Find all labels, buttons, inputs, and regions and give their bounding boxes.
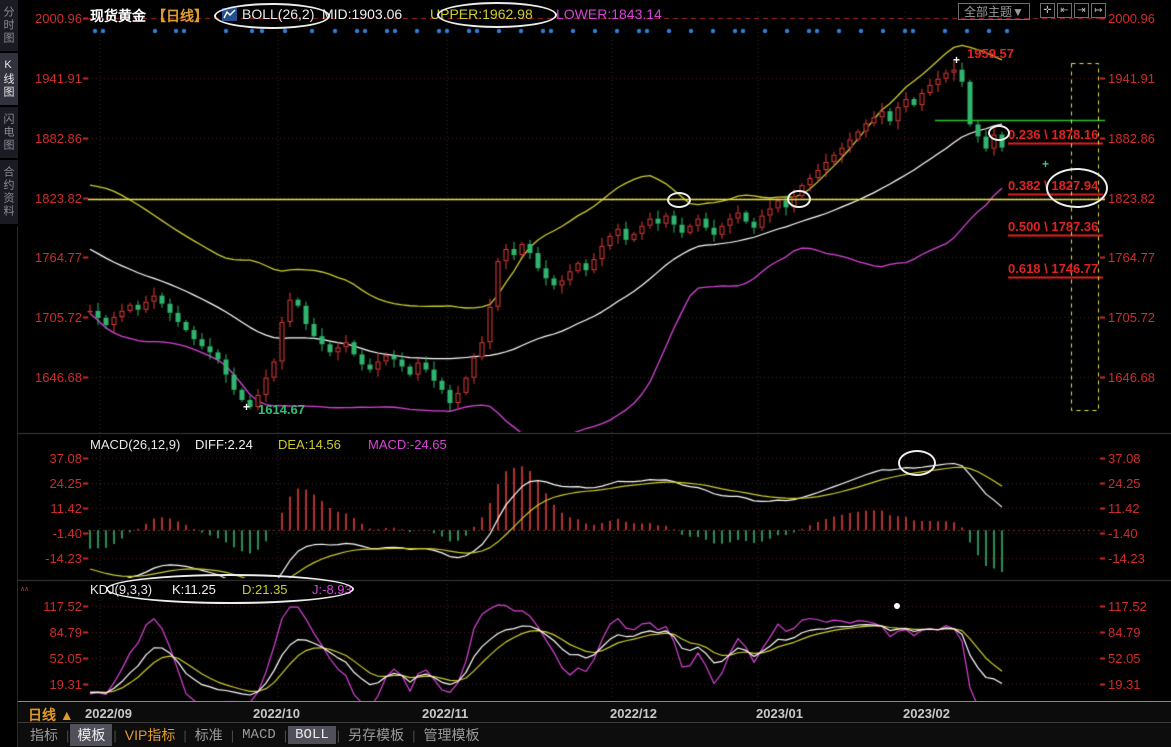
macd-dea-value: DEA:14.56 (278, 437, 341, 452)
chart-type-sidebar: 分时图 K线图 闪电图 合约资料 (0, 0, 18, 747)
kdj-d-value: D:21.35 (242, 582, 288, 597)
low-price-label: 1614.67 (258, 402, 305, 417)
sidebar-item-contract-info[interactable]: 合约资料 (0, 160, 18, 226)
price-cross-marker: + (243, 400, 251, 414)
macd-y-axis-label-right: 11.42 (1108, 501, 1140, 516)
kdj-y-axis-label-right: 84.79 (1108, 624, 1141, 640)
high-price-label: 1959.57 (967, 46, 1014, 61)
pan-right-icon[interactable]: ↦ (1091, 3, 1106, 18)
macd-title: MACD(26,12,9) (90, 437, 181, 452)
tab-divider: | (283, 727, 288, 743)
macd-y-axis-label-left: 37.08 (49, 451, 82, 466)
macd-y-axis-label-right: -14.23 (1108, 551, 1145, 566)
main-y-axis-label-left: 1646.68 (35, 370, 82, 385)
main-y-axis-label-right: 1705.72 (1108, 310, 1155, 326)
macd-diff-value: DIFF:2.24 (195, 437, 253, 452)
kdj-collapse-icon[interactable]: ∧∧ (20, 586, 29, 593)
symbol-name: 现货黄金 (90, 8, 146, 24)
main-y-axis-label-right: 2000.96 (1108, 11, 1155, 26)
expand-kline-icon[interactable]: ⇥ (1074, 3, 1089, 18)
tab-管理模板[interactable]: 管理模板 (423, 727, 480, 743)
sidebar-item-timeshare[interactable]: 分时图 (0, 0, 18, 53)
kdj-y-axis-label-left: 84.79 (49, 624, 82, 640)
fib-level-label: 0.236 \ 1878.16 (1008, 127, 1099, 143)
tab-BOLL[interactable]: BOLL (288, 726, 336, 744)
main-y-axis-label-right: 1764.77 (1108, 250, 1155, 266)
tab-divider: | (66, 727, 70, 743)
macd-y-axis-label-right: -1.40 (1108, 525, 1138, 541)
tab-另存模板[interactable]: 另存模板 (348, 727, 405, 743)
main-y-axis-label-left: 1705.72 (35, 310, 82, 326)
macd-y-axis-label-left: 11.42 (50, 501, 82, 516)
x-axis-date-label: 2022/10 (253, 706, 300, 721)
tab-指标[interactable]: 指标 (30, 727, 58, 743)
tab-divider: | (183, 727, 187, 743)
kdj-j-value: J:-8.93 (312, 582, 352, 597)
sidebar-item-kline[interactable]: K线图 (0, 53, 18, 107)
tab-标准[interactable]: 标准 (194, 727, 223, 743)
crosshair-icon[interactable]: ✛ (1040, 3, 1055, 18)
indicator-title: BOLL(26,2) (242, 6, 315, 22)
main-y-axis-label-right: 1646.68 (1108, 370, 1155, 385)
kdj-y-axis-label-right: 19.31 (1108, 677, 1141, 692)
main-y-axis-label-right: 1941.91 (1108, 70, 1155, 86)
sidebar-item-lightning[interactable]: 闪电图 (0, 107, 18, 160)
main-y-axis-label-right: 1823.82 (1108, 190, 1155, 206)
x-axis-date-label: 2022/11 (422, 706, 469, 721)
main-y-axis-label-left: 1882.86 (35, 130, 82, 146)
main-y-axis-label-left: 1764.77 (35, 250, 82, 266)
macd-y-axis-label-right: 24.25 (1108, 476, 1141, 491)
kdj-y-axis-label-left: 117.52 (43, 599, 82, 614)
price-cross-marker: + (953, 53, 961, 67)
kdj-y-axis-label-left: 19.31 (49, 677, 82, 692)
x-axis-date-label: 2022/12 (610, 706, 657, 721)
kdj-y-axis-label-right: 117.52 (1108, 599, 1147, 614)
x-axis-date-label: 2022/09 (85, 706, 132, 721)
boll-mid-value: MID:1903.06 (322, 6, 403, 22)
fib-level-label: 0.500 \ 1787.36 (1008, 219, 1099, 235)
theme-select-button[interactable]: 全部主题▼ (958, 3, 1030, 20)
tab-divider: | (113, 727, 117, 743)
tab-divider: | (230, 727, 235, 743)
main-y-axis-label-left: 1941.91 (35, 70, 82, 86)
tab-模板[interactable]: 模板 (70, 724, 113, 746)
boll-upper-value: UPPER:1962.98 (430, 6, 533, 22)
kline-mini-icon (222, 8, 237, 26)
boll-lower-value: LOWER:1843.14 (556, 6, 662, 22)
fib-level-label: 0.618 \ 1746.77 (1008, 260, 1099, 276)
kdj-k-value: K:11.25 (172, 582, 216, 597)
compress-kline-icon[interactable]: ⇤ (1057, 3, 1072, 18)
tab-divider: | (412, 727, 416, 743)
template-tab-bar: 指标 | 模板 | VIP指标 | 标准 | MACD | BOLL | 另存模板 | 管理模板 (18, 723, 1171, 747)
tab-VIP指标[interactable]: VIP指标 (124, 727, 176, 743)
period-tag: 【日线】 (152, 8, 208, 24)
tab-MACD[interactable]: MACD (242, 727, 276, 743)
kdj-title: KDJ(9,3,3) (90, 582, 153, 597)
macd-y-axis-label-left: -14.23 (45, 551, 82, 566)
main-y-axis-label-left: 1823.82 (35, 190, 82, 206)
macd-y-axis-label-right: 37.08 (1108, 451, 1141, 466)
macd-y-axis-label-left: -1.40 (52, 525, 82, 541)
kdj-y-axis-label-left: 52.05 (49, 650, 82, 666)
tab-divider: | (336, 727, 341, 743)
macd-value: MACD:-24.65 (368, 437, 447, 452)
fib-level-label: 0.382 \ 1827.94 (1008, 178, 1099, 194)
x-axis-date-label: 2023/01 (756, 706, 803, 721)
price-cross-marker: + (1042, 157, 1050, 171)
macd-y-axis-label-left: 24.25 (49, 476, 82, 491)
period-selector[interactable]: 日线 ▲ (28, 707, 74, 723)
main-y-axis-label-right: 1882.86 (1108, 130, 1155, 146)
annotation-dot (894, 603, 900, 609)
kdj-y-axis-label-right: 52.05 (1108, 650, 1141, 666)
x-axis-date-label: 2023/02 (903, 706, 950, 721)
main-y-axis-label-left: 2000.96 (35, 11, 82, 26)
time-axis-bar: 日线 ▲ 2022/09 2022/10 2022/11 2022/12 2023/01… (18, 701, 1171, 723)
